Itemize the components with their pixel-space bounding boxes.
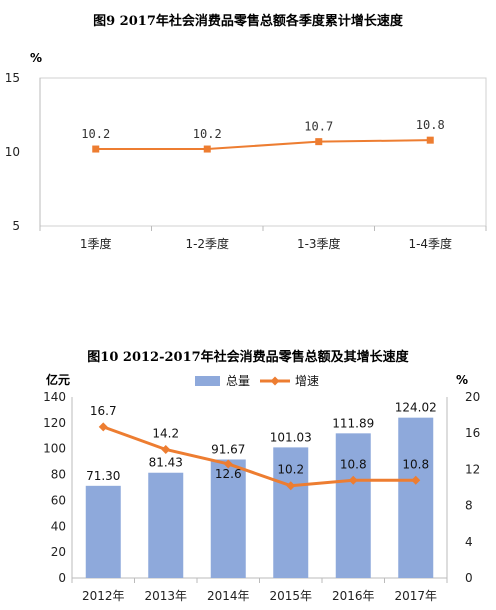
left-tick-label: 140 <box>43 390 66 404</box>
left-tick-label: 0 <box>58 571 66 585</box>
growth-value-label: 10.8 <box>340 457 367 471</box>
x-tick-label: 2015年 <box>269 589 312 603</box>
y-tick-label: 5 <box>12 219 20 233</box>
x-tick-label: 2013年 <box>144 589 187 603</box>
x-tick-label: 2012年 <box>82 589 125 603</box>
bar-value-label: 81.43 <box>149 456 183 470</box>
x-tick-label: 2014年 <box>207 589 250 603</box>
total-bar <box>273 447 309 578</box>
legend-total-swatch <box>195 376 220 386</box>
x-tick-label: 2017年 <box>394 589 437 603</box>
bar-value-label: 91.67 <box>211 442 245 456</box>
bar-value-label: 101.03 <box>270 430 312 444</box>
data-label: 10.7 <box>304 120 333 134</box>
x-tick-label: 2016年 <box>332 589 375 603</box>
total-bar <box>148 472 184 578</box>
left-tick-label: 100 <box>43 442 66 456</box>
right-tick-label: 8 <box>465 499 473 513</box>
data-point <box>426 136 434 144</box>
growth-value-label: 16.7 <box>90 404 117 418</box>
growth-point <box>286 481 296 491</box>
left-tick-label: 20 <box>51 545 66 559</box>
legend-growth-marker <box>270 376 280 386</box>
right-tick-label: 4 <box>465 535 473 549</box>
left-axis-unit: 亿元 <box>46 372 70 387</box>
growth-point <box>161 444 171 454</box>
bar-value-label: 111.89 <box>332 416 374 430</box>
x-tick-label: 1-3季度 <box>297 236 341 251</box>
growth-line <box>95 139 431 151</box>
right-tick-label: 0 <box>465 571 473 585</box>
data-label: 10.2 <box>81 127 110 141</box>
total-bar <box>398 417 434 578</box>
right-tick-label: 12 <box>465 462 480 476</box>
y-axis-unit: % <box>30 51 42 65</box>
total-bar <box>335 433 371 578</box>
left-tick-label: 120 <box>43 416 66 430</box>
x-tick-label: 1季度 <box>80 236 112 251</box>
left-tick-label: 40 <box>51 519 66 533</box>
growth-value-label: 10.2 <box>277 463 304 477</box>
growth-point <box>223 459 233 469</box>
bar-value-label: 71.30 <box>86 469 120 483</box>
chart1-svg: % 15 10 5 1季度 1-2季度 1-3季度 1-4季度 10.2 10.2 10.7 10.8 <box>5 51 487 251</box>
growth-value-label: 14.2 <box>152 426 179 440</box>
legend-total-label: 总量 <box>226 374 250 388</box>
x-tick-label: 1-2季度 <box>185 236 229 251</box>
right-tick-label: 16 <box>465 426 480 440</box>
total-bar <box>210 459 246 578</box>
chart1-title: 图9 2017年社会消费品零售总额各季度累计增长速度 <box>93 14 403 29</box>
data-point <box>315 138 323 146</box>
data-label: 10.8 <box>416 118 445 132</box>
legend-growth-label: 增速 <box>295 374 319 388</box>
total-bar <box>85 485 121 578</box>
data-point <box>203 145 211 153</box>
data-point <box>92 145 100 153</box>
y-tick-label: 10 <box>5 145 20 159</box>
x-tick-label: 1-4季度 <box>408 236 452 251</box>
chart2-title: 图10 2012-2017年社会消费品零售总额及其增长速度 <box>87 350 409 365</box>
bar-value-label: 124.02 <box>395 401 437 415</box>
left-tick-label: 80 <box>51 468 66 482</box>
growth-rate-line <box>102 425 416 488</box>
right-axis-unit: % <box>456 373 468 387</box>
data-label: 10.2 <box>193 127 222 141</box>
growth-point <box>98 422 108 432</box>
left-tick-label: 60 <box>51 493 66 507</box>
growth-value-label: 12.6 <box>215 467 242 481</box>
growth-point <box>411 475 421 485</box>
y-tick-label: 15 <box>5 71 20 85</box>
right-tick-label: 20 <box>465 390 480 404</box>
growth-point <box>348 475 358 485</box>
growth-value-label: 10.8 <box>402 457 429 471</box>
